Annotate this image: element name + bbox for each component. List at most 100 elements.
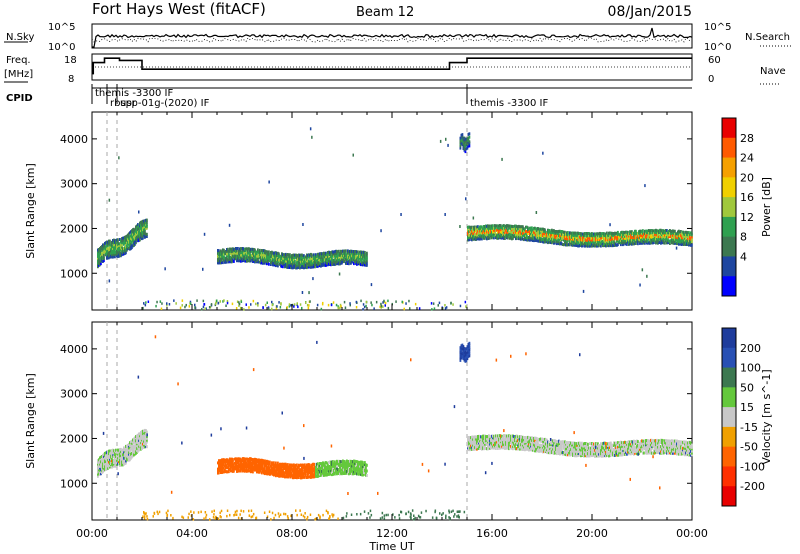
echo-cell xyxy=(298,465,300,469)
echo-cell xyxy=(479,231,481,235)
nave-tick-top: 60 xyxy=(708,55,721,66)
echo-cell xyxy=(323,465,325,469)
echo-cell xyxy=(331,468,333,472)
echo-cell xyxy=(552,235,554,239)
echo-cell xyxy=(469,235,471,239)
echo-cell xyxy=(343,460,345,463)
echo-cell xyxy=(280,256,282,260)
echo-cell xyxy=(632,242,634,246)
echo-cell xyxy=(223,252,225,256)
echo-cell xyxy=(366,261,368,265)
echo-cell xyxy=(361,466,363,470)
echo-cell xyxy=(240,469,242,473)
echo-cell xyxy=(481,235,483,239)
echo-cell xyxy=(100,248,102,251)
echo-cell xyxy=(294,475,296,479)
echo-cell xyxy=(257,458,259,462)
echo-cell xyxy=(671,235,673,239)
ground-scatter-cell xyxy=(288,303,291,306)
echo-cell xyxy=(240,463,242,467)
echo-cell xyxy=(97,262,99,266)
echo-cell xyxy=(589,232,591,236)
echo-cell xyxy=(285,259,287,263)
echo-cell xyxy=(108,248,110,252)
echo-cell xyxy=(307,253,309,257)
echo-cell xyxy=(113,464,115,468)
echo-cell xyxy=(142,224,144,228)
ground-scatter-cell xyxy=(365,300,368,304)
echo-cell xyxy=(662,233,664,237)
echo-cell xyxy=(597,232,599,236)
echo-cell xyxy=(504,224,506,228)
echo-cell xyxy=(535,436,537,440)
echo-cell xyxy=(136,448,138,452)
echo-cell xyxy=(106,243,108,247)
echo-cell xyxy=(266,254,268,257)
echo-cell xyxy=(334,472,336,476)
echo-cell xyxy=(487,445,489,448)
echo-cell xyxy=(316,462,318,466)
echo-cell xyxy=(104,466,106,470)
echo-cell xyxy=(345,261,347,265)
echo-cell xyxy=(228,466,230,470)
echo-cell xyxy=(300,265,302,269)
echo-cell xyxy=(128,444,130,448)
echo-cell xyxy=(556,240,558,244)
echo-cell xyxy=(547,230,549,234)
echo-cell xyxy=(305,257,307,261)
echo-cell xyxy=(635,229,637,233)
echo-cell xyxy=(602,234,604,238)
echo-cell xyxy=(527,442,529,446)
echo-cell xyxy=(108,462,110,466)
echo-cell xyxy=(657,237,659,241)
echo-cell xyxy=(523,441,525,445)
echo-cell xyxy=(546,438,548,442)
echo-cell xyxy=(309,471,311,475)
echo-cell xyxy=(131,235,133,239)
echo-cell xyxy=(107,246,109,250)
echo-cell xyxy=(114,464,116,468)
echo-cell xyxy=(554,443,556,447)
echo-cell xyxy=(99,472,101,476)
echo-cell xyxy=(283,467,285,471)
echo-cell xyxy=(326,263,328,267)
echo-cell xyxy=(98,461,100,465)
echo-cell xyxy=(315,263,317,267)
echo-cell xyxy=(546,238,548,242)
echo-cell xyxy=(560,238,562,242)
echo-cell xyxy=(298,266,300,269)
echo-cell xyxy=(310,465,312,469)
echo-cell xyxy=(229,249,231,253)
echo-cell xyxy=(540,227,542,231)
echo-cell xyxy=(116,250,118,254)
echo-cell xyxy=(307,463,309,467)
echo-cell xyxy=(474,439,476,443)
echo-cell xyxy=(308,463,310,467)
echo-cell xyxy=(106,451,108,455)
echo-cell xyxy=(133,239,135,243)
echo-cell xyxy=(220,464,222,468)
cpid-text: themis -3300 IF xyxy=(95,88,174,99)
echo-cell xyxy=(122,454,124,458)
echo-cell xyxy=(114,239,116,243)
echo-cell xyxy=(132,234,134,238)
echo-cell xyxy=(127,237,129,241)
echo-cell xyxy=(625,242,627,246)
echo-cell xyxy=(314,472,316,476)
echo-cell xyxy=(235,461,237,465)
y-tick-label: 4000 xyxy=(60,133,88,146)
echo-cell xyxy=(269,460,271,464)
echo-cell xyxy=(680,233,682,237)
echo-cell xyxy=(109,248,111,251)
echo-cell xyxy=(521,437,523,441)
echo-cell xyxy=(232,251,234,255)
echo-cell xyxy=(550,449,552,453)
echo-cell xyxy=(122,456,124,460)
echo-cell xyxy=(223,250,225,254)
echo-cell xyxy=(553,449,555,453)
echo-cell xyxy=(491,439,493,442)
echo-cell xyxy=(678,235,680,239)
echo-cell xyxy=(301,470,303,474)
echo-cell xyxy=(678,232,680,236)
echo-cell xyxy=(648,241,650,245)
